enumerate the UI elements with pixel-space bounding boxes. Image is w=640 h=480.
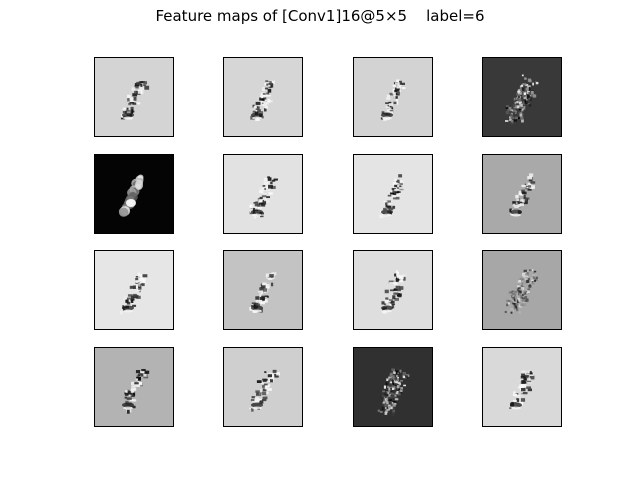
feature-map-panel (94, 250, 174, 330)
feature-map-panel (94, 57, 174, 137)
feature-map-image (224, 348, 302, 426)
feature-map-image (224, 58, 302, 136)
feature-map-panel (482, 250, 562, 330)
feature-map-image (483, 155, 561, 233)
feature-map-image (483, 251, 561, 329)
feature-map-panel (94, 347, 174, 427)
feature-map-image (224, 155, 302, 233)
feature-map-image (224, 251, 302, 329)
feature-map-panel (223, 154, 303, 234)
feature-map-panel (353, 347, 433, 427)
feature-map-panel (223, 250, 303, 330)
feature-map-image (95, 155, 173, 233)
map-background (354, 58, 432, 136)
feature-map-panel (482, 57, 562, 137)
feature-map-image (354, 155, 432, 233)
feature-map-image (354, 251, 432, 329)
feature-map-image (354, 348, 432, 426)
feature-map-image (483, 348, 561, 426)
feature-map-image (95, 348, 173, 426)
feature-map-panel (223, 57, 303, 137)
feature-map-panel (94, 154, 174, 234)
feature-map-panel (353, 154, 433, 234)
feature-map-image (95, 58, 173, 136)
feature-map-panel (353, 57, 433, 137)
feature-map-image (483, 58, 561, 136)
feature-map-panel (353, 250, 433, 330)
feature-map-panel (482, 347, 562, 427)
map-background (95, 251, 173, 329)
feature-map-image (354, 58, 432, 136)
feature-map-panel (223, 347, 303, 427)
feature-map-panel (482, 154, 562, 234)
feature-map-image (95, 251, 173, 329)
figure-title: Feature maps of [Conv1]16@5×5 label=6 (155, 7, 485, 25)
